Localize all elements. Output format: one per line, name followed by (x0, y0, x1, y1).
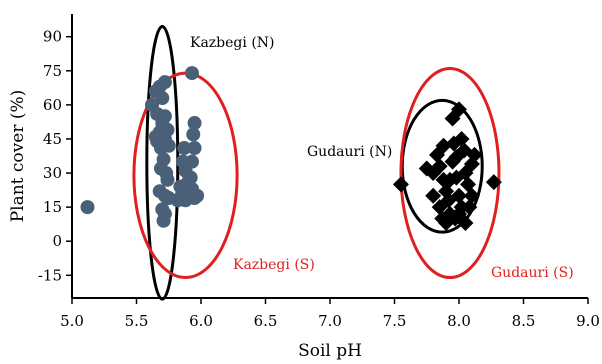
x-tick-label: 5.5 (125, 312, 149, 330)
x-tick-label: 8.5 (512, 312, 536, 330)
y-tick-label: 15 (43, 198, 62, 216)
gudauri-point (425, 187, 442, 204)
y-ticks: -15 0 15 30 45 60 75 90 (38, 28, 72, 284)
gudauri-point (441, 171, 458, 188)
gudauri-point (466, 146, 483, 163)
gudauri-point (434, 210, 451, 227)
y-tick-label: 75 (43, 62, 62, 80)
x-ticks: 5.0 5.5 6.0 6.5 7.0 7.5 8.0 8.5 9.0 (60, 298, 600, 330)
annotation-kazbegi-s: Kazbegi (S) (233, 257, 315, 273)
kazbegi-point (80, 200, 95, 215)
kazbegi-point (190, 188, 205, 203)
gudauri-point (451, 101, 467, 118)
gudauri-point (485, 174, 502, 191)
gudauri-point (451, 187, 467, 204)
gudauri-point (418, 160, 435, 177)
kazbegi-point (150, 134, 165, 149)
x-tick-label: 6.0 (189, 312, 213, 330)
x-tick-label: 7.0 (318, 312, 342, 330)
y-axis-title: Plant cover (%) (8, 90, 28, 223)
gudauri-point (453, 130, 470, 147)
kazbegi-point (156, 213, 171, 228)
gudauri-point (448, 149, 465, 166)
gudauri-point (435, 137, 452, 154)
x-axis-title: Soil pH (298, 341, 362, 361)
kazbegi-point (157, 75, 172, 90)
y-tick-label: -15 (38, 266, 62, 284)
kazbegi-point (187, 141, 202, 156)
kazbegi-point (170, 193, 185, 208)
gudauri-point (451, 205, 467, 222)
plot-area (80, 24, 502, 301)
annotation-gudauri-n: Gudauri (N) (307, 144, 392, 160)
kazbegi-point (155, 91, 170, 106)
gudauri-point (431, 158, 448, 175)
y-tick-label: 30 (43, 164, 62, 182)
kazbegi-point (187, 116, 202, 131)
kazbegi-point (160, 172, 175, 187)
x-tick-label: 9.0 (576, 312, 600, 330)
ellipse-gudauri-s (399, 67, 501, 280)
y-tick-label: 60 (43, 96, 62, 114)
gudauri-point (463, 187, 480, 204)
x-tick-label: 5.0 (60, 312, 84, 330)
kazbegi-point (177, 141, 192, 156)
annotation-gudauri-s: Gudauri (S) (491, 265, 574, 281)
annotation-kazbegi-n: Kazbegi (N) (190, 35, 275, 51)
y-tick-label: 0 (52, 232, 62, 250)
y-tick-label: 90 (43, 28, 62, 46)
gudauri-point (461, 199, 478, 216)
x-tick-label: 8.0 (447, 312, 471, 330)
y-tick-label: 45 (43, 130, 62, 148)
kazbegi-point (186, 127, 201, 142)
gudauri-point (392, 176, 409, 193)
x-tick-label: 6.5 (254, 312, 278, 330)
gudauri-point (431, 199, 448, 216)
kazbegi-point (184, 66, 199, 81)
x-tick-label: 7.5 (383, 312, 407, 330)
kazbegi-point (161, 138, 176, 153)
